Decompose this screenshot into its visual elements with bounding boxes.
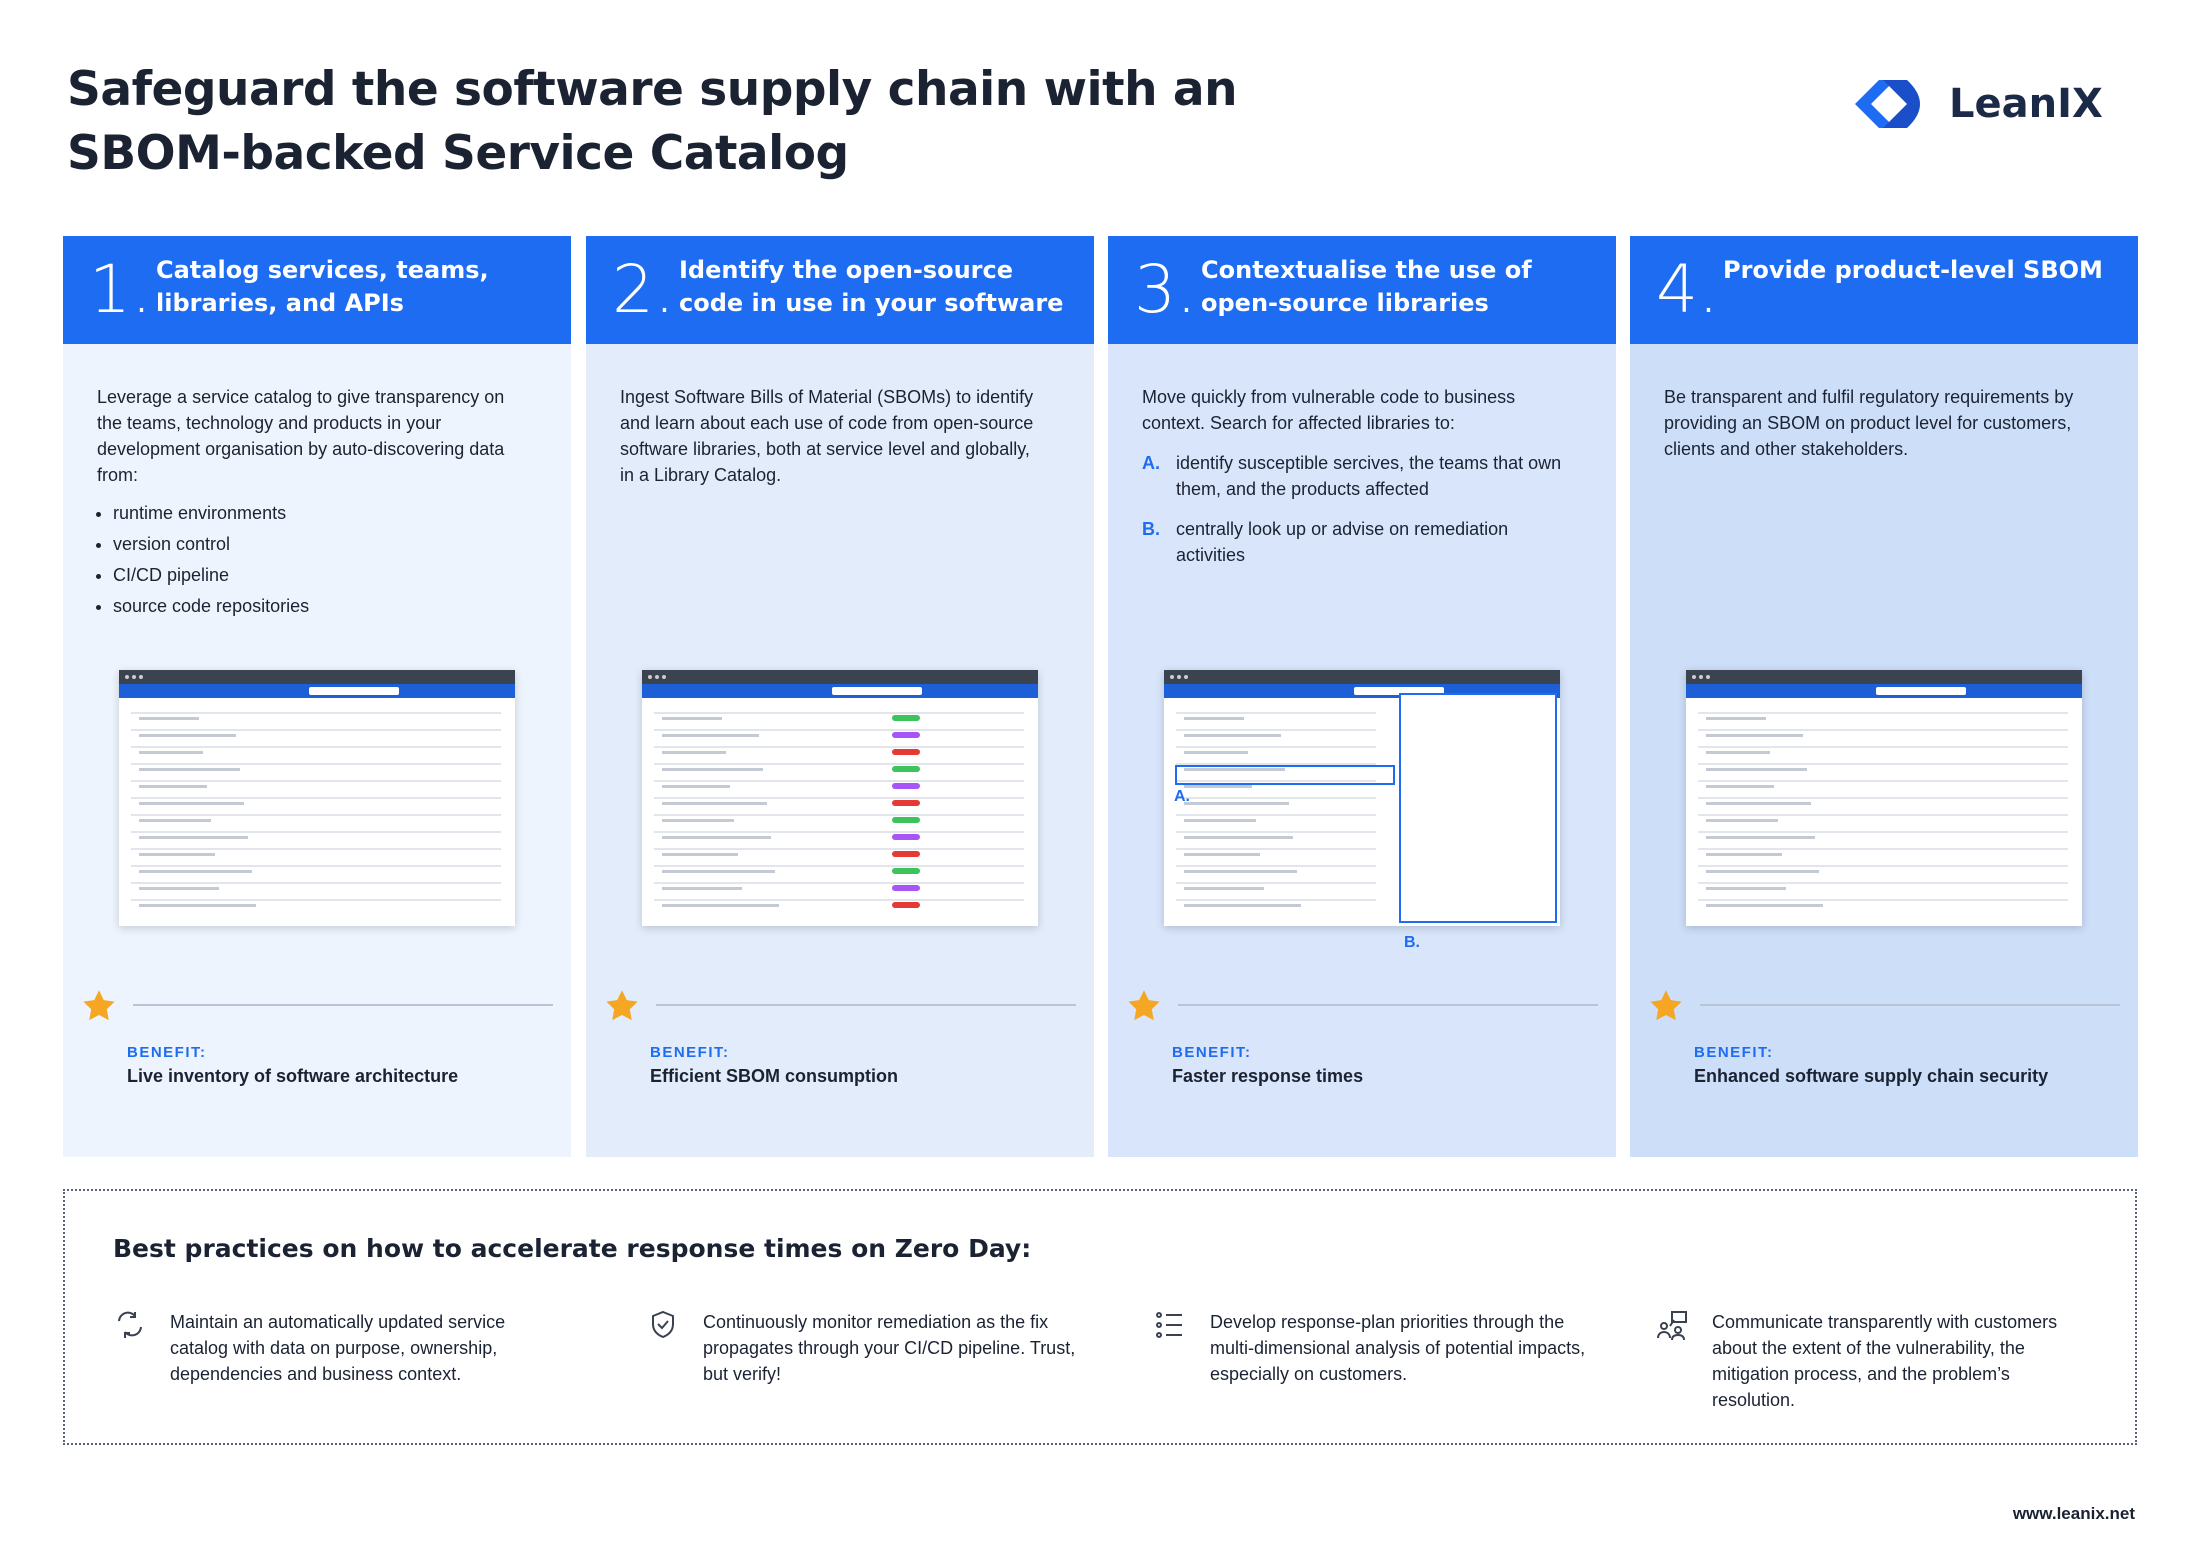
screenshot — [1164, 670, 1560, 926]
logo-mark — [1855, 80, 1920, 128]
screenshot-label: B. — [1404, 934, 1420, 951]
body-text: Leverage a service catalog to give trans… — [97, 387, 505, 485]
title-line: SBOM-backed Service Catalog — [67, 126, 849, 181]
separator — [1700, 1004, 2120, 1006]
star-icon — [604, 988, 640, 1029]
step-number: 1. — [89, 251, 152, 328]
bullet: version control — [113, 531, 517, 557]
practice-icon — [1657, 1311, 1687, 1341]
bullet: CI/CD pipeline — [113, 562, 517, 588]
separator — [133, 1004, 553, 1006]
screenshot — [1686, 670, 2082, 926]
logo-text: LeanIX — [1949, 81, 2103, 127]
screenshot-label: A. — [1174, 788, 1190, 805]
column-body: Move quickly from vulnerable code to bus… — [1142, 384, 1562, 568]
star-icon — [81, 988, 117, 1029]
list-text: identify susceptible sercives, the teams… — [1176, 453, 1562, 499]
best-practice: Develop response-plan priorities through… — [1154, 1309, 1594, 1387]
body-text: Ingest Software Bills of Material (SBOMs… — [620, 387, 1034, 485]
column-header: 2. Identify the open-source code in use i… — [586, 236, 1094, 344]
column: 2. Identify the open-source code in use i… — [586, 236, 1094, 1157]
step-number: 2. — [612, 251, 675, 328]
practice-icon — [118, 1311, 142, 1338]
bullet: source code repositories — [113, 593, 517, 619]
body-text: Move quickly from vulnerable code to bus… — [1142, 387, 1516, 433]
practice-icon — [652, 1310, 674, 1339]
best-practices-title: Best practices on how to accelerate resp… — [113, 1234, 1032, 1263]
best-practice-text: Maintain an automatically updated servic… — [170, 1312, 506, 1384]
list-item: A. identify susceptible sercives, the tea… — [1142, 450, 1562, 502]
column-header: 4. Provide product-level SBOM — [1630, 236, 2138, 344]
step-number: 3. — [1134, 251, 1197, 328]
screenshot — [642, 670, 1038, 926]
best-practices: Best practices on how to accelerate resp… — [63, 1189, 2137, 1445]
title: Safeguard the software supply chain with… — [67, 58, 1238, 186]
benefit-text: Enhanced software supply chain security — [1694, 1066, 2049, 1086]
benefit-label: BENEFIT: — [1172, 1044, 1252, 1061]
body-text: Be transparent and fulfil regulatory req… — [1664, 387, 2074, 459]
benefit-text: Efficient SBOM consumption — [650, 1066, 899, 1086]
logo: LeanIX — [1855, 74, 2103, 134]
column-body: Be transparent and fulfil regulatory req… — [1664, 384, 2084, 462]
best-practice: Continuously monitor remediation as the … — [647, 1309, 1087, 1387]
separator — [1178, 1004, 1598, 1006]
best-practice-text: Continuously monitor remediation as the … — [703, 1312, 1076, 1384]
title-line: Safeguard the software supply chain with… — [67, 62, 1238, 117]
screenshot-image — [1686, 670, 2082, 907]
best-practice-text: Communicate transparently with customers… — [1712, 1312, 2058, 1410]
benefit-label: BENEFIT: — [650, 1044, 730, 1061]
step-number: 4. — [1656, 251, 1719, 328]
column-title: Identify the open-source code in use in … — [679, 256, 1064, 317]
list-marker: A. — [1142, 453, 1160, 473]
column: 1. Catalog services, teams, libraries, an… — [63, 236, 571, 1157]
column-header: 1. Catalog services, teams, libraries, an… — [63, 236, 571, 344]
column-body: Leverage a service catalog to give trans… — [97, 384, 517, 624]
screenshot-image — [1164, 670, 1560, 923]
separator — [656, 1004, 1076, 1006]
benefit-text: Live inventory of software architecture — [127, 1066, 459, 1086]
list-marker: B. — [1142, 519, 1160, 539]
bullet: runtime environments — [113, 500, 517, 526]
screenshot-image — [642, 670, 1038, 908]
benefit-text: Faster response times — [1172, 1066, 1364, 1086]
list-text: centrally look up or advise on remediati… — [1176, 519, 1509, 565]
screenshot-image — [119, 670, 515, 907]
column-header: 3. Contextualise the use of open-source l… — [1108, 236, 1616, 344]
column: 4. Provide product-level SBOM Be transpare… — [1630, 236, 2138, 1157]
column: 3. Contextualise the use of open-source l… — [1108, 236, 1616, 1157]
column-title: Provide product-level SBOM — [1723, 256, 2103, 284]
star-icon — [1648, 988, 1684, 1029]
column-body: Ingest Software Bills of Material (SBOMs… — [620, 384, 1040, 488]
column-title: Contextualise the use of open-source lib… — [1201, 256, 1532, 317]
footer-url: www.leanix.net — [2012, 1504, 2135, 1523]
benefit-label: BENEFIT: — [1694, 1044, 1774, 1061]
screenshot — [119, 670, 515, 926]
list-item: B. centrally look up or advise on remedia… — [1142, 516, 1562, 568]
benefit-label: BENEFIT: — [127, 1044, 207, 1061]
column-title: Catalog services, teams, libraries, and … — [156, 256, 489, 317]
best-practice: Maintain an automatically updated servic… — [114, 1309, 554, 1387]
best-practice-text: Develop response-plan priorities through… — [1210, 1312, 1586, 1384]
practice-icon — [1156, 1312, 1182, 1338]
best-practice: Communicate transparently with customers… — [1656, 1309, 2096, 1413]
star-icon — [1126, 988, 1162, 1029]
bullet-list: runtime environments version control CI/CD… — [97, 500, 517, 619]
